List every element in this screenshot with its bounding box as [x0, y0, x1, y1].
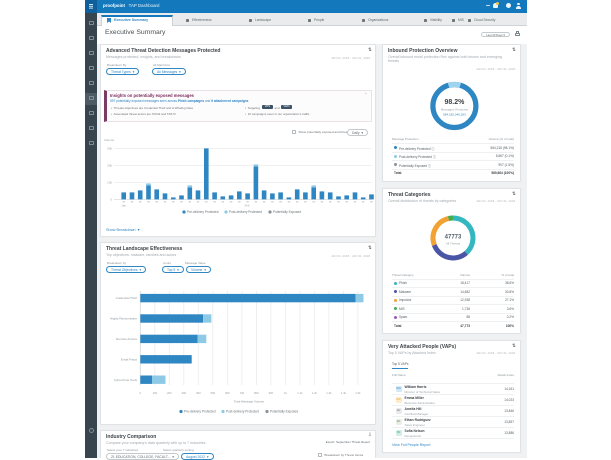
svg-text:700: 700: [240, 391, 245, 395]
svg-text:Credential Theft: Credential Theft: [116, 296, 137, 300]
svg-text:900: 900: [269, 391, 274, 395]
svg-text:47773: 47773: [445, 235, 462, 241]
svg-text:Email Fraud: Email Fraud: [121, 357, 138, 361]
svg-text:0: 0: [140, 391, 142, 395]
svg-text:584,182,046,183: 584,182,046,183: [443, 113, 466, 117]
svg-text:98.2%: 98.2%: [444, 99, 465, 106]
svg-text:300: 300: [181, 391, 186, 395]
svg-text:Feb: Feb: [245, 204, 250, 208]
svg-text:1.4k: 1.4k: [341, 391, 347, 395]
svg-text:30k: 30k: [107, 147, 112, 151]
svg-text:800: 800: [254, 391, 259, 395]
svg-text:Pre-delivery Protected: Pre-delivery Protected: [184, 410, 216, 414]
svg-text:0: 0: [110, 198, 112, 202]
svg-text:500: 500: [210, 391, 215, 395]
svg-text:1.5k: 1.5k: [355, 391, 361, 395]
svg-text:1.2k: 1.2k: [312, 391, 318, 395]
svg-text:Messages Protected: Messages Protected: [441, 108, 469, 112]
svg-text:Post-delivery Protected: Post-delivery Protected: [226, 410, 259, 414]
svg-text:400: 400: [196, 391, 201, 395]
svg-text:Total Message Volume: Total Message Volume: [234, 400, 265, 404]
svg-text:20k: 20k: [107, 164, 112, 168]
svg-text:100: 100: [152, 391, 157, 395]
svg-text:Remote Access: Remote Access: [116, 337, 137, 341]
svg-text:1k: 1k: [284, 391, 288, 395]
svg-text:Pre-delivery Protected: Pre-delivery Protected: [187, 210, 219, 214]
svg-text:10k: 10k: [107, 181, 112, 185]
svg-text:All Threats: All Threats: [446, 242, 461, 246]
svg-text:Jan: Jan: [121, 204, 126, 208]
svg-text:600: 600: [225, 391, 230, 395]
svg-text:Potentially Exposed: Potentially Exposed: [273, 210, 301, 214]
svg-text:Potentially Exposed: Potentially Exposed: [270, 410, 298, 414]
svg-text:1.1k: 1.1k: [297, 391, 303, 395]
svg-text:Post-delivery Protected: Post-delivery Protected: [229, 210, 262, 214]
svg-text:1.3k: 1.3k: [326, 391, 332, 395]
svg-text:Cybercrime Tools: Cybercrime Tools: [114, 378, 138, 382]
svg-text:Highly Ransomware: Highly Ransomware: [110, 317, 137, 321]
svg-text:Volume: Volume: [104, 138, 114, 142]
svg-text:200: 200: [167, 391, 172, 395]
